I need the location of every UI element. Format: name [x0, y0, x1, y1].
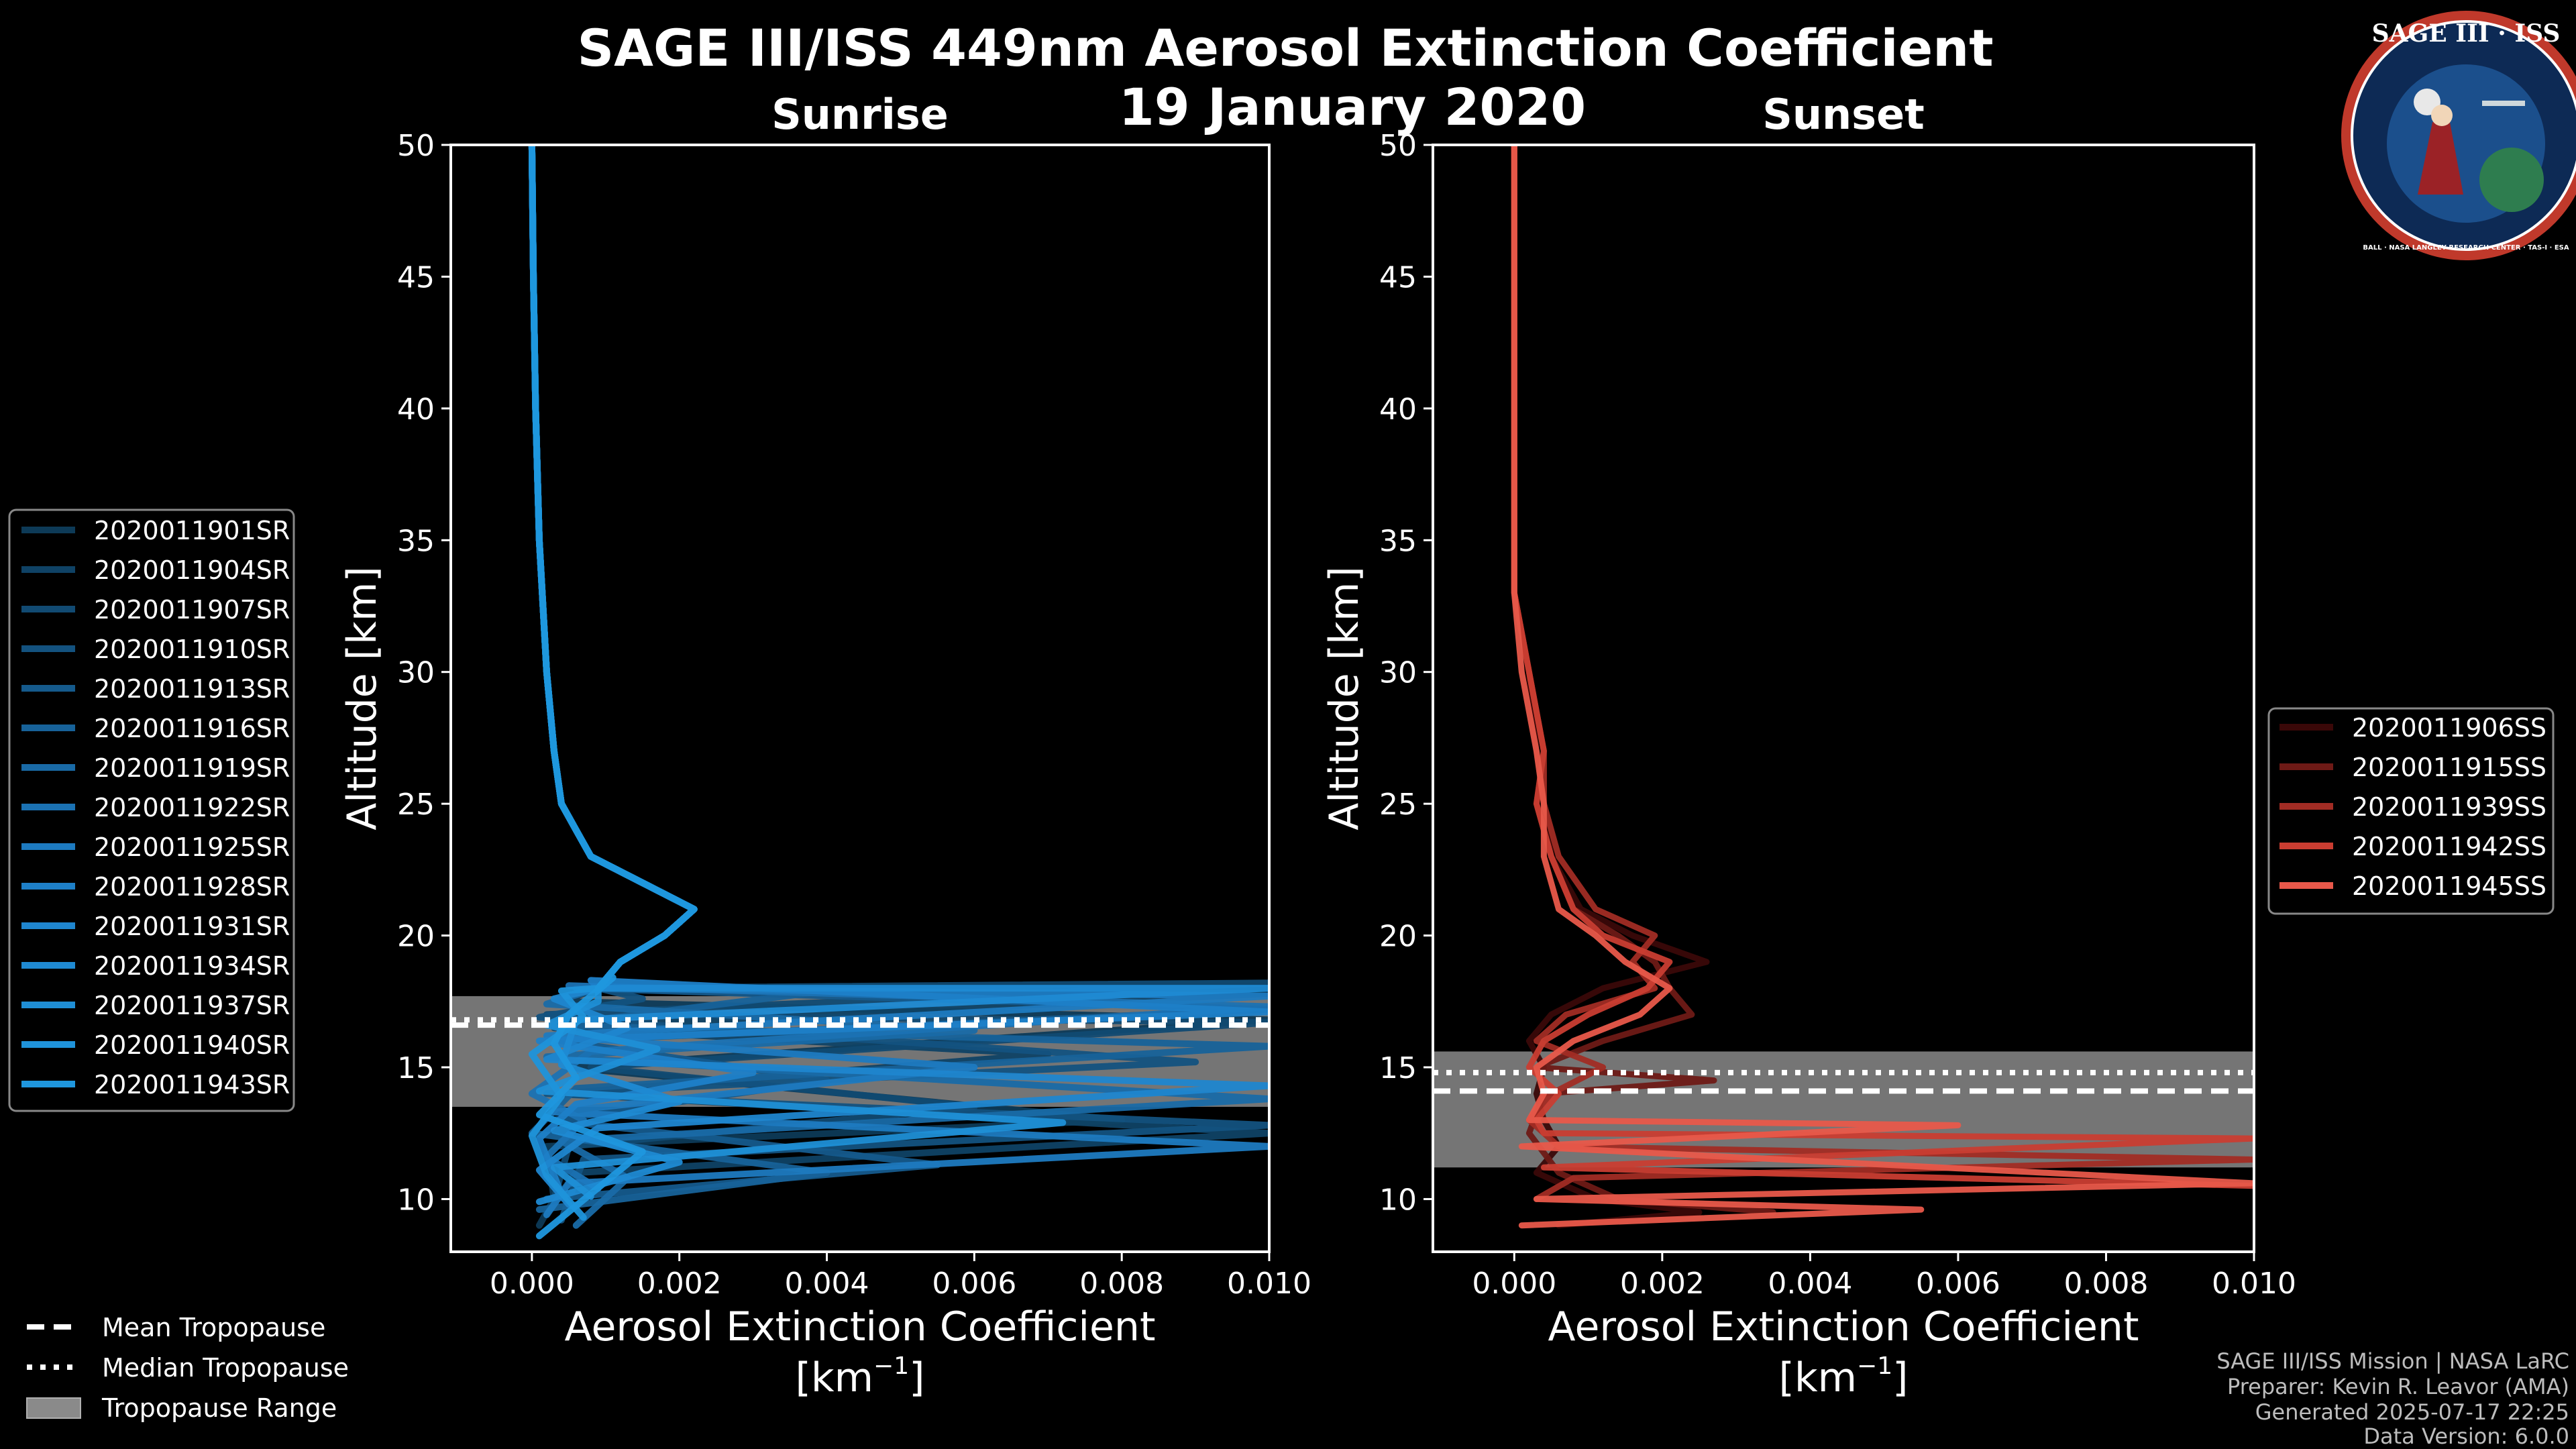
sunrise-x-tick-label: 0.000 [490, 1267, 574, 1301]
sunrise-tropopause-lines [451, 1017, 1269, 1028]
sunrise-legend-label: 2020011907SR [94, 595, 290, 625]
sunset-series-2020011942SS [1511, 145, 2254, 1189]
sunrise-y-tick-label: 45 [397, 260, 435, 294]
credits: SAGE III/ISS Mission | NASA LaRC Prepare… [2216, 1348, 2569, 1449]
sunrise-series-2020011943SR [528, 145, 698, 1240]
sunset-y-tick-label: 25 [1379, 788, 1417, 822]
sunrise-y-tick-label: 20 [397, 920, 435, 954]
mean-tropopause-label: Mean Tropopause [102, 1313, 325, 1342]
sunrise-x-axis-label: Aerosol Extinction Coefficient [565, 1303, 1156, 1350]
earth-icon [2479, 148, 2544, 212]
sunset-x-tick-label: 0.002 [1620, 1267, 1705, 1301]
sunrise-panel: 0.000 0.002 0.004 0.006 0.008 0.010 10 15 20 25 30… [397, 129, 1311, 1301]
sunrise-legend-label: 2020011928SR [94, 872, 290, 902]
sunset-y-tick-label: 20 [1379, 920, 1417, 954]
credit-preparer: Preparer: Kevin R. Leavor (AMA) [2227, 1374, 2569, 1399]
sunset-y-tick-label: 40 [1379, 392, 1417, 427]
sunset-legend-label: 2020011915SS [2352, 753, 2546, 782]
sunrise-y-tick-label: 50 [397, 129, 435, 163]
sunrise-legend-label: 2020011925SR [94, 833, 290, 862]
sunset-x-tick-label: 0.008 [2063, 1267, 2148, 1301]
sunset-x-tick-label: 0.010 [2212, 1267, 2296, 1301]
sunset-plot-frame [1432, 144, 2255, 1253]
sunrise-x-tick-label: 0.002 [637, 1267, 722, 1301]
sunset-legend-label: 2020011942SS [2352, 832, 2546, 861]
sunset-series-2020011939SS [1511, 145, 2254, 1202]
sunrise-legend-label: 2020011910SR [94, 635, 290, 664]
sunset-y-tick-label: 45 [1379, 260, 1417, 294]
sunrise-legend-label: 2020011934SR [94, 951, 290, 981]
sunset-x-tick-label: 0.006 [1916, 1267, 2000, 1301]
sunrise-legend-label: 2020011922SR [94, 793, 290, 822]
sunrise-x-axis-units: [km−1] [795, 1352, 924, 1401]
chart-title: SAGE III/ISS 449nm Aerosol Extinction Co… [577, 18, 1993, 78]
chart-date: 19 January 2020 [1119, 77, 1586, 137]
sunrise-plot-frame [449, 144, 1271, 1253]
sunset-tropopause-lines [1433, 1069, 2254, 1094]
sunrise-panel-title: Sunrise [771, 90, 949, 139]
sunset-series-2020011945SS [1511, 145, 2254, 1229]
sunset-y-tick-label: 15 [1379, 1051, 1417, 1085]
logo-title: SAGE III · ISS [2372, 19, 2561, 48]
sunset-legend-label: 2020011939SS [2352, 792, 2546, 822]
sunset-y-tick-label: 50 [1379, 129, 1417, 163]
sunrise-x-tick-label: 0.006 [932, 1267, 1016, 1301]
credit-mission: SAGE III/ISS Mission | NASA LaRC [2216, 1348, 2569, 1374]
sunrise-legend-label: 2020011901SR [94, 516, 290, 545]
sunrise-y-tick-label: 15 [397, 1051, 435, 1085]
sunset-y-axis-label: Altitude [km] [1321, 566, 1368, 830]
sunrise-legend-label: 2020011913SR [94, 674, 290, 704]
tropopause-range-label: Tropopause Range [101, 1393, 337, 1423]
sunset-y-tick-label: 35 [1379, 524, 1417, 558]
credit-generated: Generated 2025-07-17 22:25 [2255, 1399, 2569, 1425]
sunrise-legend-label: 2020011916SR [94, 714, 290, 743]
credit-data-version: Data Version: 6.0.0 [2363, 1424, 2569, 1449]
sunrise-legend-label: 2020011919SR [94, 753, 290, 783]
sunset-legend: 2020011906SS 2020011915SS 2020011939SS 2020… [2267, 707, 2555, 915]
sunset-panel-title: Sunset [1762, 90, 1925, 139]
scientist-head-icon [2431, 105, 2453, 126]
median-tropopause-label: Median Tropopause [102, 1353, 349, 1383]
sunset-x-axis-label: Aerosol Extinction Coefficient [1548, 1303, 2139, 1350]
logo-partners: BALL · NASA LANGLEY RESEARCH CENTER · TA… [2363, 244, 2569, 252]
sunrise-y-tick-label: 30 [397, 656, 435, 690]
sunrise-x-tick-label: 0.004 [785, 1267, 869, 1301]
sunrise-y-tick-label: 40 [397, 392, 435, 427]
sunrise-legend-label: 2020011937SR [94, 991, 290, 1020]
sunset-legend-label: 2020011906SS [2352, 713, 2546, 743]
sage-mission-logo: SAGE III · ISS BALL · NASA LANGLEY RESEA… [2341, 11, 2576, 260]
space-station-icon [2482, 101, 2525, 106]
sunrise-y-axis-label: Altitude [km] [339, 566, 386, 830]
sunrise-legend-label: 2020011904SR [94, 555, 290, 585]
tropopause-range-swatch [26, 1397, 81, 1419]
sunrise-y-tick-label: 25 [397, 788, 435, 822]
sunset-x-axis-units: [km−1] [1778, 1352, 1908, 1401]
sunrise-legend: 2020011901SR 2020011904SR 2020011907SR 2020… [8, 508, 295, 1112]
sunrise-x-tick-label: 0.010 [1227, 1267, 1311, 1301]
sunrise-legend-label: 2020011931SR [94, 912, 290, 941]
sunrise-legend-label: 2020011943SR [94, 1070, 290, 1099]
sunset-x-tick-label: 0.000 [1472, 1267, 1556, 1301]
sunset-legend-label: 2020011945SS [2352, 871, 2546, 901]
sunrise-x-tick-label: 0.008 [1079, 1267, 1164, 1301]
sunset-y-tick-label: 10 [1379, 1183, 1417, 1217]
sunset-y-tick-label: 30 [1379, 656, 1417, 690]
sunrise-legend-label: 2020011940SR [94, 1030, 290, 1060]
scientist-figure-icon [2418, 122, 2463, 195]
sunset-x-tick-label: 0.004 [1768, 1267, 1852, 1301]
sunrise-y-tick-label: 10 [397, 1183, 435, 1217]
sunrise-y-tick-label: 35 [397, 524, 435, 558]
sunset-panel: 0.000 0.002 0.004 0.006 0.008 0.010 10 15 20 25 30… [1379, 129, 2296, 1301]
tropopause-legend: Mean Tropopause Median Tropopause Tropop… [26, 1313, 349, 1423]
